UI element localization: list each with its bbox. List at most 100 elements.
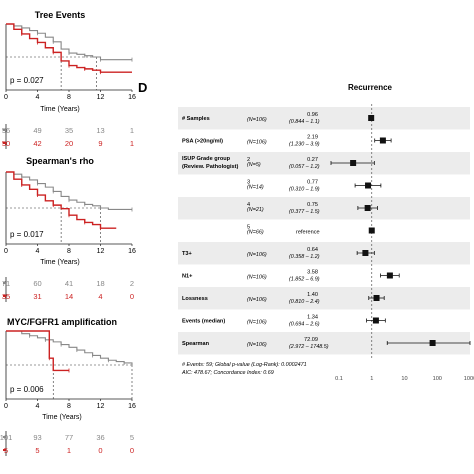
forest-x-tick-label: 1000 [464,376,474,382]
km-x-tick-label: 12 [97,403,105,410]
km-pvalue: p = 0.006 [10,385,44,394]
risk-count: 4 [98,292,102,301]
km-title: Spearman's rho [26,156,94,166]
forest-row-hr: 0.27 [307,157,318,163]
risk-count: 1 [67,446,71,455]
risk-count: 18 [96,279,104,288]
risk-count: 20 [65,139,73,148]
forest-row-label: T3+ [182,251,193,257]
forest-row-n: (N=106) [247,297,267,303]
km-xlabel: Time (Years) [40,259,80,266]
risk-count: 41 [65,279,73,288]
forest-point [379,137,386,144]
forest-footnote-2: AIC: 478.67; Concordance Index: 0.69 [181,370,274,376]
risk-count: 9 [98,139,102,148]
risk-count: 0 [130,446,134,455]
km-curve-0 [6,171,132,210]
km-x-tick-label: 4 [36,248,40,255]
km-pvalue: p = 0.017 [10,230,44,239]
forest-row-ci: (1.230 – 3.9) [289,142,320,148]
forest-row-hr: 2.19 [307,135,318,141]
panel-letter: D [138,80,147,95]
forest-row-n: (N=106) [247,140,267,146]
risk-count: 50 [2,139,10,148]
forest-row-hr: 3.58 [307,270,318,276]
risk-count: 0 [98,446,102,455]
forest-point [365,182,372,189]
forest-point [350,160,357,166]
risk-count: 35 [65,126,73,135]
risk-count: 1 [130,139,134,148]
risk-count: 14 [65,292,73,301]
risk-count: 5 [35,446,39,455]
forest-x-tick-label: 10 [401,376,407,382]
forest-row-band [178,197,470,220]
forest-row-hr: 72.09 [304,337,318,343]
risk-count: 2 [130,279,134,288]
forest-row-ci: (0.844 – 1.1) [289,119,320,125]
risk-count: 5 [4,446,8,455]
forest-point [372,317,379,324]
risk-count: 36 [96,433,104,442]
forest-row-ci: (0.310 – 1.9) [289,187,320,193]
risk-count: 101 [0,433,12,442]
forest-row-band [178,287,470,310]
risk-count: 71 [2,279,10,288]
forest-title: Recurrence [348,83,393,92]
forest-row-n: (N=21) [247,207,264,213]
forest-row-n: (N=106) [247,252,267,258]
forest-x-tick-label: 100 [433,376,442,382]
forest-row-label: N1+ [182,274,193,280]
forest-row-band [178,152,470,175]
forest-point [364,205,371,211]
risk-count: 31 [33,292,41,301]
forest-footnote-1: # Events: 59; Global p-value (Log-Rank):… [182,362,307,368]
km-x-tick-label: 16 [128,94,136,101]
km-x-tick-label: 0 [4,403,8,410]
km-x-tick-label: 4 [36,94,40,101]
forest-point [373,295,380,301]
risk-count: 5 [130,433,134,442]
km-x-tick-label: 4 [36,403,40,410]
km-curve-1 [6,23,132,73]
forest-row-hr: 0.75 [307,202,318,208]
km-x-tick-label: 12 [97,248,105,255]
forest-row-band [178,242,470,265]
km-title: MYC/FGFR1 amplification [7,317,117,327]
forest-row-hr: 0.64 [307,247,318,253]
km-panel-myc-fgfr1: MYC/FGFR1 amplification p = 0.006 Time (… [0,317,136,456]
forest-row-ci: (0.377 – 1.5) [289,209,320,215]
risk-count: 93 [33,433,41,442]
forest-x-tick-label: 1 [370,376,373,382]
km-x-tick-label: 12 [97,94,105,101]
km-x-tick-label: 16 [128,403,136,410]
forest-row-level: 4 [247,202,250,208]
forest-row-label: (Review. Pathologist) [182,164,238,170]
forest-row-n: (N=106) [247,275,267,281]
risk-count: 77 [65,433,73,442]
forest-point [368,227,375,234]
km-curve-0 [6,330,133,366]
forest-row-band [178,332,470,355]
forest-point [429,340,436,346]
risk-count: 49 [33,126,41,135]
km-x-tick-label: 8 [67,403,71,410]
forest-row-label: Lossness [182,296,208,302]
km-x-tick-label: 0 [4,248,8,255]
risk-count: 56 [2,126,10,135]
forest-row-hr: 0.96 [307,112,318,118]
forest-row-band [178,107,470,130]
forest-point [386,272,393,279]
forest-row-ci: (0.694 – 2.6) [289,322,320,328]
km-xlabel: Time (Years) [42,414,82,421]
forest-row-n: (N=66) [247,230,264,236]
forest-row-n: (N=14) [247,185,264,191]
km-xlabel: Time (Years) [40,106,80,113]
risk-count: 0 [130,292,134,301]
km-panel-tree-events: Tree Events p = 0.027 Time (Years) 0 4 8 12… [2,10,136,149]
forest-point [368,115,375,121]
forest-row-label: ISUP Grade group [182,156,231,162]
km-x-tick-label: 8 [67,94,71,101]
risk-count: 60 [33,279,41,288]
